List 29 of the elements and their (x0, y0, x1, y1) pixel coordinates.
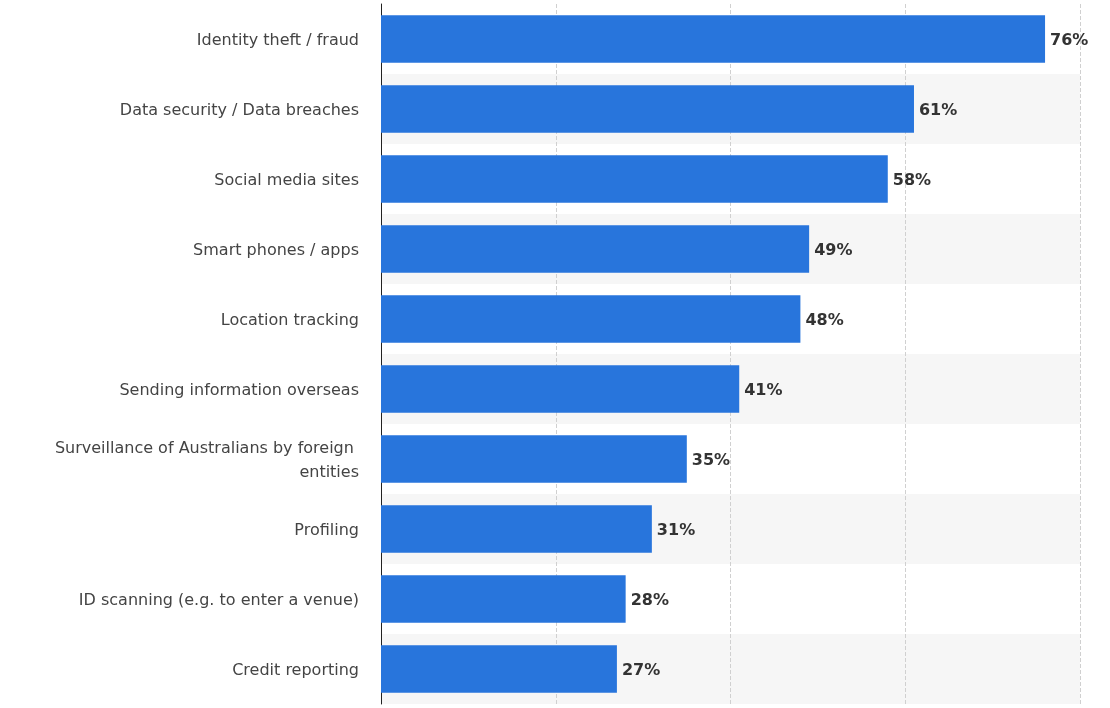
data-label: 58% (892, 169, 932, 189)
bar (381, 645, 617, 693)
y-tick-label: Surveillance of Australians by foreign entities (54, 437, 359, 481)
y-tick-label: Social media sites (214, 169, 359, 189)
bar (381, 575, 626, 623)
y-tick-label: Identity theft / fraud (196, 29, 359, 49)
data-label: 41% (744, 379, 783, 399)
data-label: 27% (621, 659, 661, 679)
bar (381, 225, 810, 273)
data-label: 61% (918, 99, 958, 119)
data-label: 76% (1050, 29, 1089, 49)
data-label: 35% (691, 449, 731, 469)
bar (381, 365, 740, 413)
bar (381, 155, 888, 203)
data-label: 48% (805, 309, 844, 329)
y-tick-label: Location tracking (220, 309, 359, 329)
data-label: 49% (814, 239, 853, 259)
y-tick-label: Credit reporting (232, 659, 359, 679)
y-tick-label: Sending information overseas (119, 379, 359, 399)
y-tick-label: Profiling (294, 519, 359, 539)
bar (381, 505, 652, 553)
y-tick-label: Smart phones / apps (193, 239, 359, 259)
data-label: 28% (630, 589, 669, 609)
bar (381, 435, 687, 483)
y-tick-label: Data security / Data breaches (119, 99, 359, 119)
bar (381, 85, 914, 133)
bar (381, 295, 801, 343)
y-tick-label: ID scanning (e.g. to enter a venue) (78, 589, 359, 609)
data-label: 31% (656, 519, 696, 539)
